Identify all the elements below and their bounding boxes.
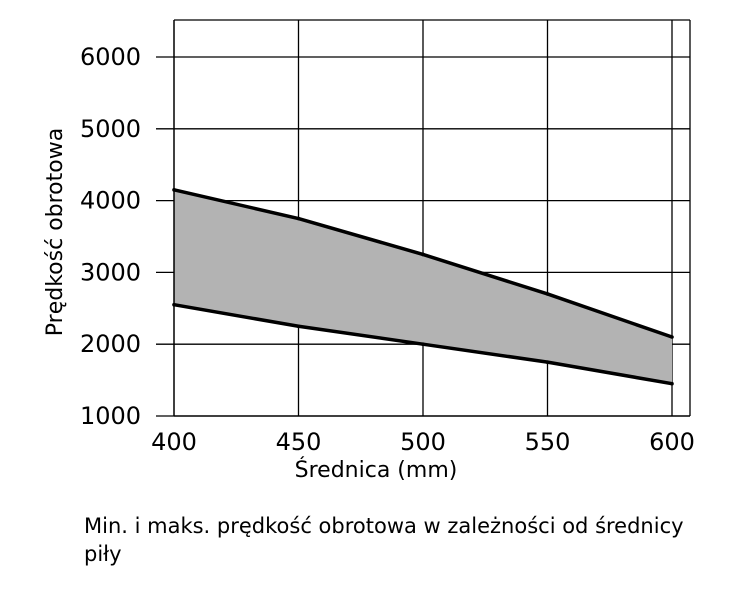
band-area [174, 189, 672, 384]
max-point-500 [421, 252, 425, 257]
y-tick-label-5000: 5000 [80, 115, 141, 143]
y-tick-label-4000: 4000 [80, 187, 141, 215]
max-point-600 [670, 335, 674, 339]
x-tick-label-550: 550 [525, 428, 571, 456]
y-tick-label-1000: 1000 [80, 402, 141, 430]
speed-range-band [174, 189, 672, 384]
y-tick-label-2000: 2000 [80, 330, 141, 358]
y-tick-label-3000: 3000 [80, 258, 141, 286]
min-point-600 [670, 381, 674, 386]
min-point-500 [421, 342, 425, 347]
x-tick-label-500: 500 [400, 428, 446, 456]
y-tick-label-6000: 6000 [80, 43, 141, 71]
max-point-450 [296, 216, 301, 221]
x-axis-label: Średnica (mm) [295, 457, 458, 483]
axes [156, 19, 691, 417]
y-tick-labels: 1000 2000 3000 4000 5000 6000 [80, 43, 141, 430]
min-point-450 [296, 324, 301, 329]
chart: 1000 2000 3000 4000 5000 6000 400 450 500 550 600… [43, 19, 695, 483]
x-tick-label-400: 400 [151, 428, 197, 456]
max-point-550 [545, 292, 550, 296]
x-tick-label-450: 450 [276, 428, 322, 456]
x-tick-labels: 400 450 500 550 600 [151, 428, 695, 456]
x-tick-label-600: 600 [649, 428, 695, 456]
chart-caption: Min. i maks. prędkość obrotowa w zależno… [84, 514, 684, 566]
min-point-550 [545, 360, 550, 364]
y-axis-label: Prędkość obrotowa [43, 128, 68, 336]
